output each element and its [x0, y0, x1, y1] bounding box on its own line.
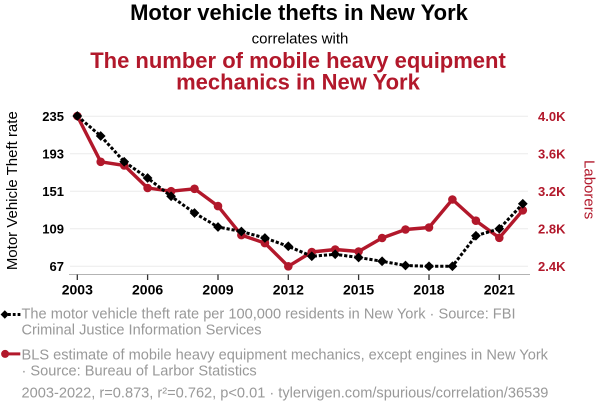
- svg-text:Motor Vehicle Theft rate: Motor Vehicle Theft rate: [4, 111, 21, 270]
- svg-text:3.2K: 3.2K: [538, 184, 566, 199]
- svg-text:67: 67: [50, 259, 64, 274]
- svg-text:2.8K: 2.8K: [538, 222, 566, 237]
- svg-text:2012: 2012: [273, 281, 304, 297]
- svg-text:The motor vehicle theft rate p: The motor vehicle theft rate per 100,000…: [22, 307, 516, 323]
- svg-text:193: 193: [42, 147, 64, 162]
- svg-text:4.0K: 4.0K: [538, 109, 566, 124]
- svg-text:2015: 2015: [343, 281, 374, 297]
- svg-text:Laborers: Laborers: [581, 160, 598, 219]
- svg-text:2.4K: 2.4K: [538, 259, 566, 274]
- svg-text:2018: 2018: [413, 281, 444, 297]
- svg-text:2006: 2006: [132, 281, 163, 297]
- svg-text:BLS estimate of mobile heavy e: BLS estimate of mobile heavy equipment m…: [22, 348, 549, 364]
- svg-text:151: 151: [42, 184, 64, 199]
- svg-text:2003: 2003: [62, 281, 93, 297]
- svg-text:The number of mobile heavy equ: The number of mobile heavy equipment: [90, 48, 506, 73]
- svg-text:2009: 2009: [202, 281, 233, 297]
- svg-text:mechanics in New York: mechanics in New York: [176, 70, 420, 95]
- svg-text:· Source: Bureau of Larbor Sta: · Source: Bureau of Larbor Statistics: [22, 364, 257, 380]
- svg-text:2021: 2021: [484, 281, 515, 297]
- svg-text:2003-2022, r=0.873, r²=0.762,: 2003-2022, r=0.873, r²=0.762, p<0.01 · t…: [22, 386, 549, 402]
- svg-text:correlates with: correlates with: [252, 31, 349, 48]
- svg-text:109: 109: [42, 222, 64, 237]
- svg-text:Motor vehicle thefts in New Yo: Motor vehicle thefts in New York: [130, 0, 469, 25]
- svg-text:Criminal Justice Information S: Criminal Justice Information Services: [22, 322, 262, 338]
- svg-text:3.6K: 3.6K: [538, 147, 566, 162]
- svg-text:235: 235: [42, 109, 64, 124]
